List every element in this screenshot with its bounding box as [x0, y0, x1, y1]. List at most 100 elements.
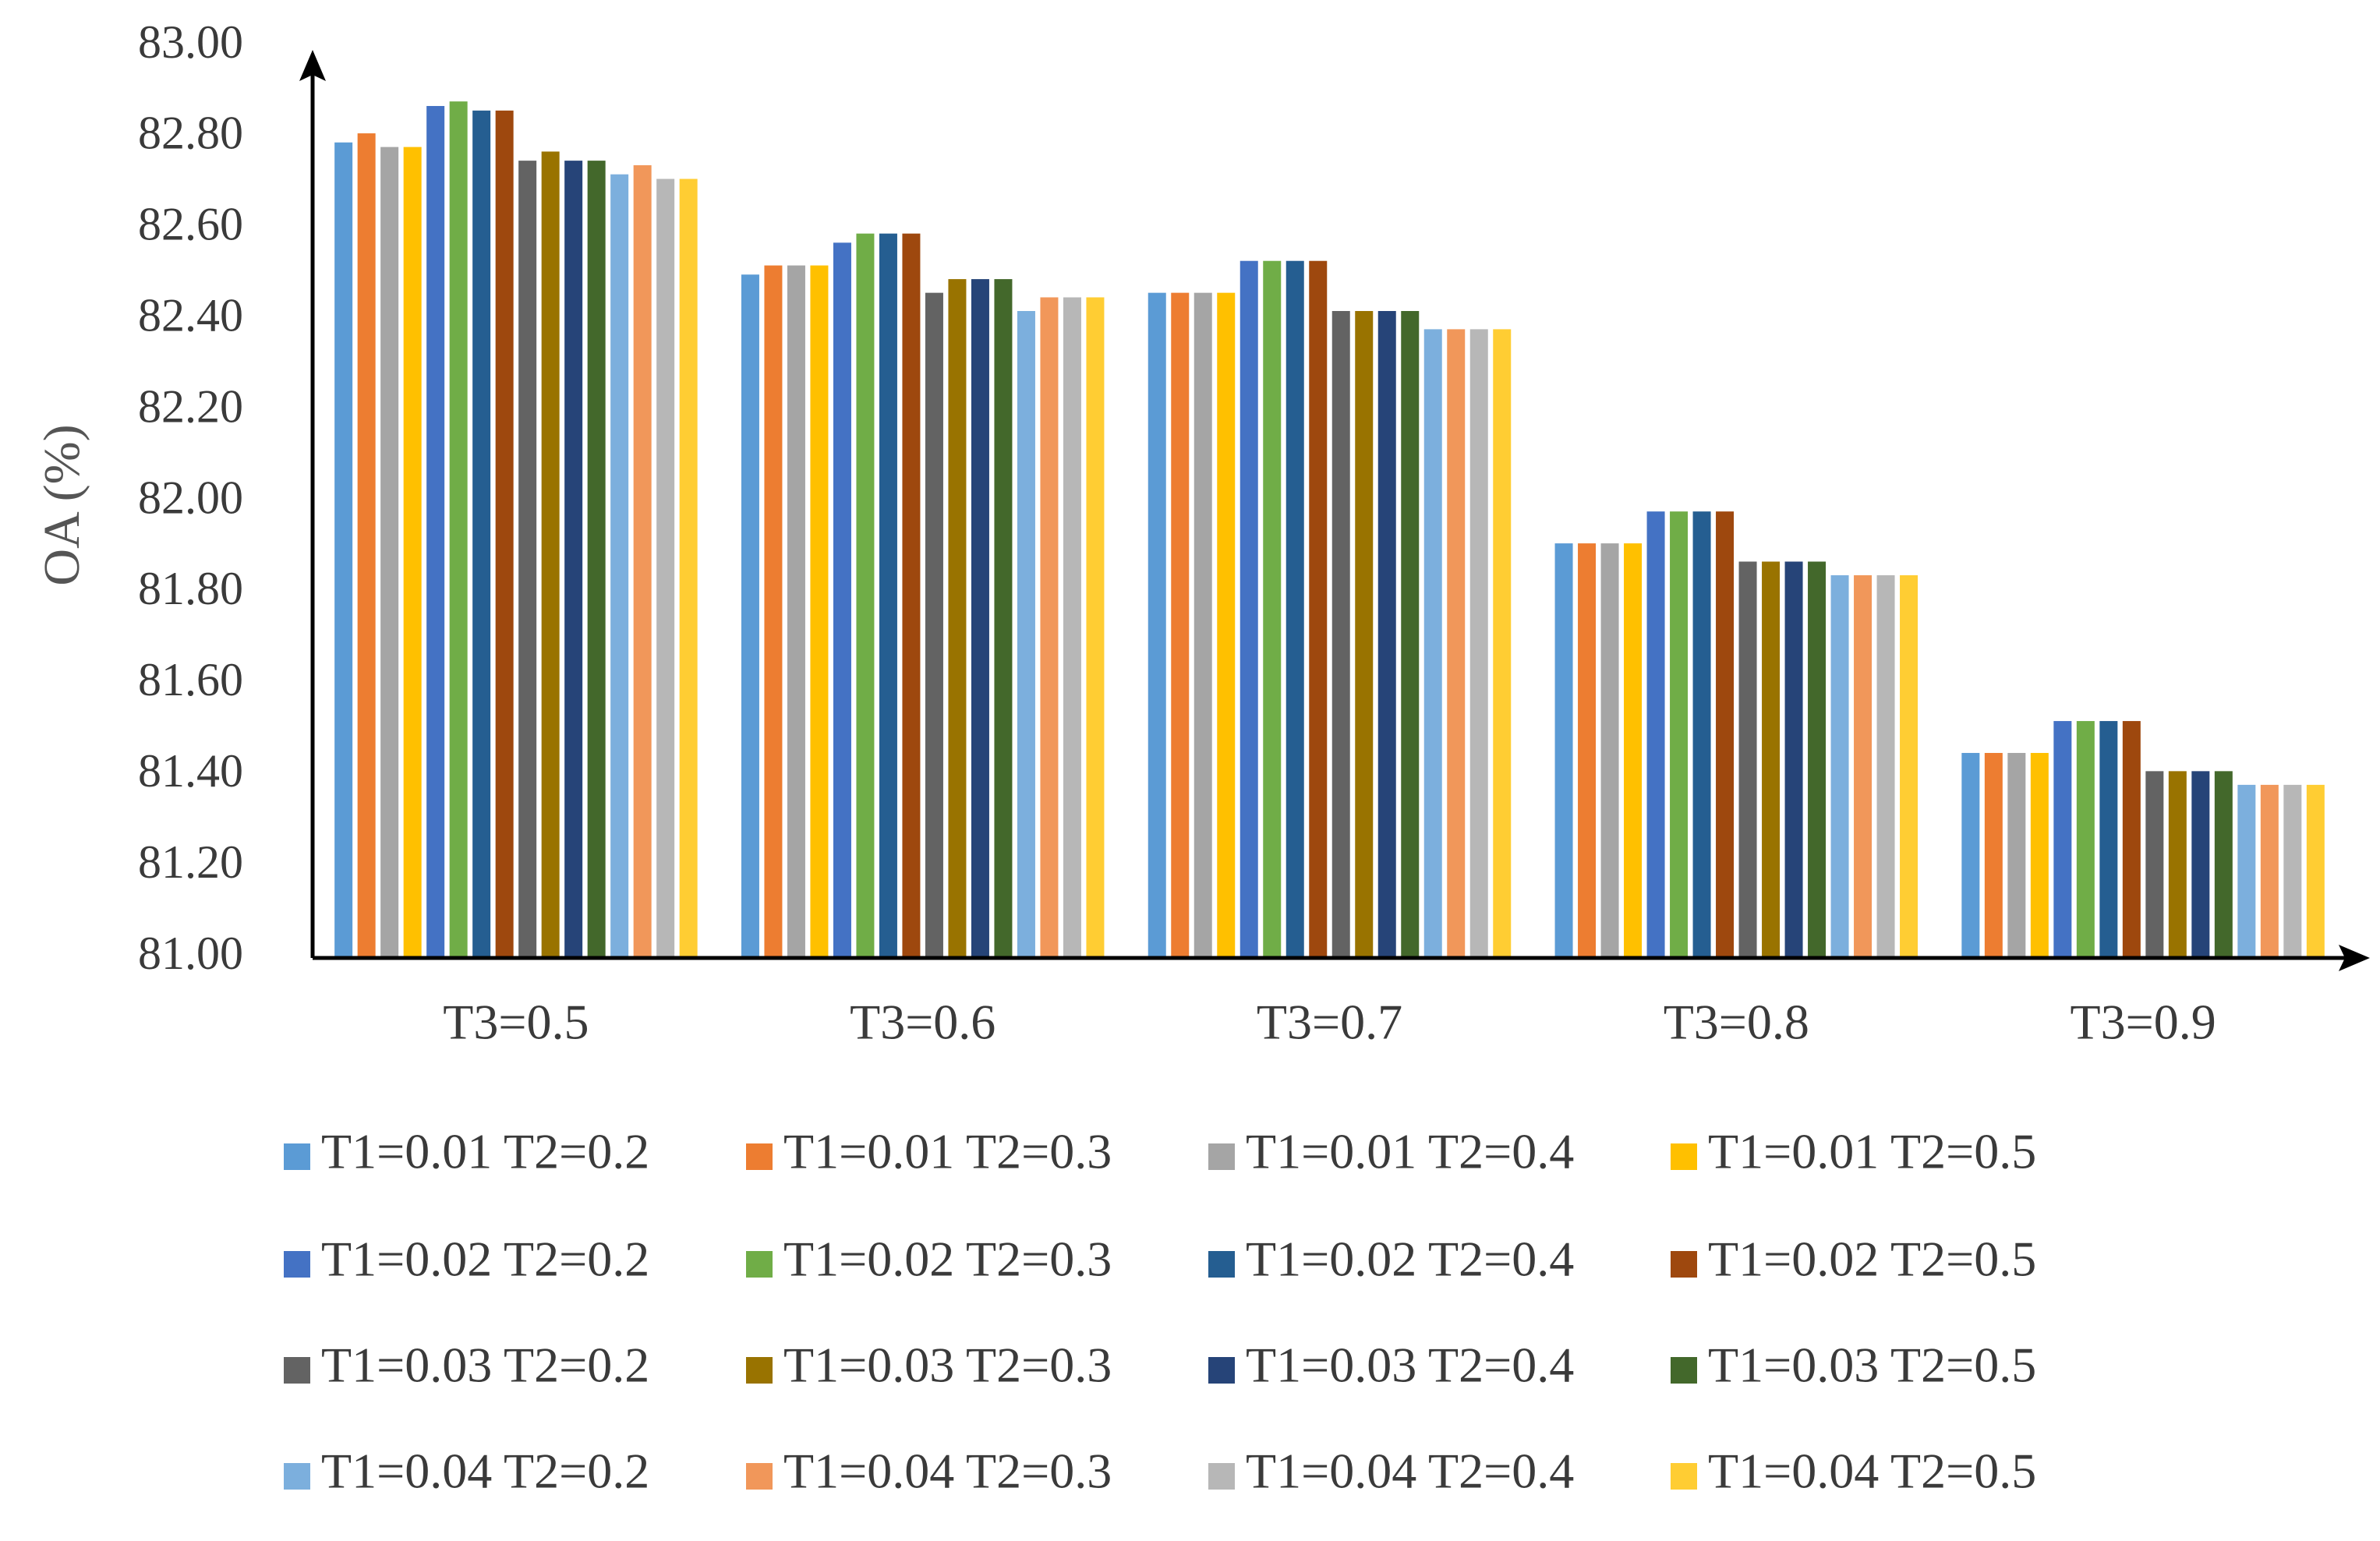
legend-label: T1=0.01 T2=0.2	[321, 1124, 649, 1179]
bar	[1784, 561, 1803, 958]
y-tick-labels: 81.00 81.20 81.40 81.60 81.80 82.00 82.20 82.40…	[138, 16, 243, 979]
y-tick-label: 82.20	[138, 380, 243, 432]
axes	[299, 50, 2370, 971]
legend-label: T1=0.03 T2=0.3	[783, 1338, 1112, 1393]
bar	[1194, 292, 1212, 958]
bar	[1171, 292, 1190, 958]
bar	[1063, 297, 1081, 959]
bar	[2007, 752, 2026, 958]
bar	[610, 174, 629, 958]
bar	[2030, 752, 2049, 958]
legend-swatch	[1671, 1463, 1697, 1490]
y-tick-label: 81.40	[138, 745, 243, 797]
bar	[1263, 260, 1282, 959]
legend-swatch	[1208, 1251, 1235, 1278]
bars-layer	[334, 101, 2325, 959]
x-category-label: T3=0.6	[850, 995, 995, 1050]
legend-swatch	[1671, 1143, 1697, 1170]
bar	[1692, 511, 1711, 958]
x-category-label: T3=0.8	[1664, 995, 1809, 1050]
bar	[1240, 260, 1258, 959]
y-tick-label: 83.00	[138, 16, 243, 68]
bar	[587, 161, 606, 958]
y-axis-title: OA (%)	[34, 424, 90, 585]
bar	[1148, 292, 1166, 958]
bar	[495, 110, 514, 959]
legend-swatch	[284, 1143, 310, 1170]
bar	[1762, 561, 1781, 958]
bar	[1600, 543, 1619, 958]
bar	[1469, 329, 1488, 958]
bar	[1830, 575, 1849, 958]
bar	[1040, 297, 1059, 959]
bar	[971, 279, 989, 959]
bar	[2145, 771, 2164, 958]
bar	[1554, 543, 1573, 958]
legend-label: T1=0.04 T2=0.2	[321, 1444, 649, 1499]
bar	[833, 242, 851, 959]
bar	[1808, 561, 1827, 958]
bar	[1670, 511, 1689, 958]
bar	[2099, 721, 2118, 958]
bar	[741, 274, 759, 958]
bar	[633, 164, 652, 959]
legend-swatch	[284, 1251, 310, 1278]
x-category-label: T3=0.7	[1257, 995, 1402, 1050]
legend-label: T1=0.01 T2=0.5	[1708, 1124, 2036, 1179]
x-axis-arrowhead	[2339, 945, 2370, 971]
legend-label: T1=0.03 T2=0.5	[1708, 1338, 2036, 1393]
bar	[1624, 543, 1643, 958]
y-tick-label: 82.80	[138, 108, 243, 159]
legend-label: T1=0.04 T2=0.5	[1708, 1444, 2036, 1499]
x-category-labels: T3=0.5 T3=0.6 T3=0.7 T3=0.8 T3=0.9	[443, 995, 2216, 1050]
bar	[1447, 329, 1466, 958]
legend-swatch	[1208, 1463, 1235, 1490]
legend-swatch	[284, 1463, 310, 1490]
legend-swatch	[746, 1463, 773, 1490]
legend: T1=0.01 T2=0.2 T1=0.01 T2=0.3 T1=0.01 T2=0…	[284, 1124, 2036, 1499]
legend-label: T1=0.02 T2=0.3	[783, 1232, 1112, 1287]
bar	[656, 178, 675, 958]
bar	[1309, 260, 1328, 959]
legend-swatch	[746, 1143, 773, 1170]
legend-label: T1=0.02 T2=0.5	[1708, 1232, 2036, 1287]
bar	[1377, 311, 1396, 958]
bar	[2306, 784, 2325, 958]
bar	[1854, 575, 1873, 958]
bar	[1738, 561, 1757, 958]
bar	[2237, 784, 2256, 958]
y-tick-label: 81.00	[138, 928, 243, 979]
legend-swatch	[1671, 1357, 1697, 1384]
bar	[1876, 575, 1895, 958]
legend-swatch	[284, 1357, 310, 1384]
y-tick-label: 82.60	[138, 199, 243, 250]
bar	[541, 151, 560, 958]
legend-label: T1=0.01 T2=0.4	[1246, 1124, 1574, 1179]
bar	[2214, 771, 2233, 958]
bar	[1401, 311, 1420, 958]
bar	[948, 279, 967, 959]
legend-label: T1=0.01 T2=0.3	[783, 1124, 1112, 1179]
bar	[449, 101, 468, 958]
bar	[1086, 297, 1105, 959]
bar	[1355, 311, 1374, 958]
bar	[518, 161, 537, 958]
bar	[1017, 311, 1035, 958]
bar	[810, 265, 829, 958]
bar	[1716, 511, 1735, 958]
bar	[902, 233, 921, 958]
bar	[2283, 784, 2302, 958]
legend-swatch	[1208, 1357, 1235, 1384]
bar	[787, 265, 805, 958]
bar	[1578, 543, 1597, 958]
bar	[1493, 329, 1512, 958]
y-tick-label: 81.60	[138, 654, 243, 705]
bar	[334, 142, 353, 958]
legend-label: T1=0.04 T2=0.3	[783, 1444, 1112, 1499]
bar	[380, 147, 399, 959]
legend-swatch	[1671, 1251, 1697, 1278]
legend-label: T1=0.03 T2=0.4	[1246, 1338, 1574, 1393]
x-category-label: T3=0.5	[443, 995, 589, 1050]
bar	[564, 161, 583, 958]
